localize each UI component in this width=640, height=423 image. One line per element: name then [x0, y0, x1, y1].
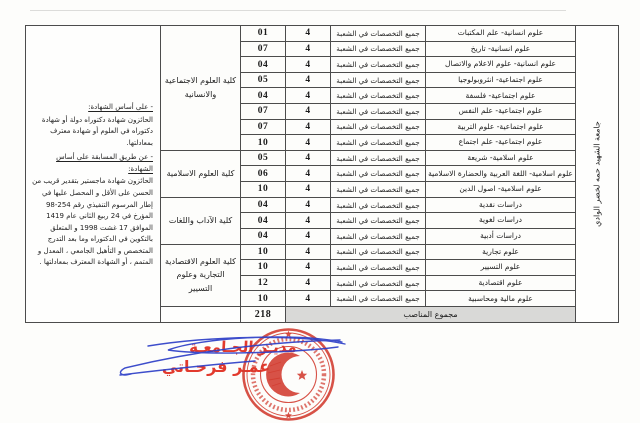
conditions-body: الحائزون شهادة دكتوراه دولة أو شهادة دكت… [41, 115, 153, 147]
positions-count-cell: 07 [240, 103, 286, 120]
capacity-cell: 4 [285, 290, 331, 307]
department-cell: علوم اسلامية- اصول الدين [425, 181, 576, 198]
department-cell: علوم اجتماعية- علم اجتماع [425, 134, 576, 151]
capacity-cell: 4 [285, 87, 331, 105]
positions-count-cell: 10 [240, 259, 286, 276]
faculty-cell: كلية العلوم الاسلامية [160, 149, 241, 198]
department-cell: علوم مالية ومحاسبية [425, 290, 576, 307]
conditions-heading: - على أساس الشهادة: [88, 103, 153, 112]
positions-count-cell: 01 [240, 25, 286, 42]
capacity-cell: 4 [285, 165, 331, 183]
positions-count-cell: 04 [240, 87, 286, 105]
all-specialties-cell: جميع التخصصات في الشعبة [330, 274, 426, 292]
department-cell: دراسات أدبية [425, 227, 576, 245]
all-specialties-cell: جميع التخصصات في الشعبة [330, 212, 426, 229]
department-cell: دراسات نقدية [425, 196, 576, 214]
capacity-cell: 4 [285, 212, 331, 229]
capacity-cell: 4 [285, 71, 331, 89]
all-specialties-cell: جميع التخصصات في الشعبة [330, 290, 426, 307]
department-cell: علوم اجتماعية- انثروبولوجيا [425, 71, 576, 89]
all-specialties-cell: جميع التخصصات في الشعبة [330, 165, 426, 183]
capacity-cell: 4 [285, 259, 331, 276]
seal-bottom-star-icon [285, 411, 292, 419]
all-specialties-cell: جميع التخصصات في الشعبة [330, 103, 426, 120]
positions-count-cell: 05 [240, 149, 286, 167]
capacity-cell: 4 [285, 149, 331, 167]
seal-outer-ring [242, 328, 335, 421]
seal-inner-ring [259, 345, 318, 404]
department-cell: علوم التسيير [425, 259, 576, 276]
scan-artifact-line [30, 10, 566, 11]
capacity-cell: 4 [285, 274, 331, 292]
positions-count-cell: 06 [240, 165, 286, 183]
recruitment-positions-table: جامعة الشهيد حمه لخضر الوادي علوم انسانية… [25, 25, 619, 323]
positions-count-cell: 10 [240, 243, 286, 261]
capacity-cell: 4 [285, 196, 331, 214]
sun-rays-icon [267, 361, 282, 387]
university-vertical-label: جامعة الشهيد حمه لخضر الوادي [592, 121, 602, 227]
department-cell: علوم اجتماعية- علوم التربية [425, 118, 576, 136]
all-specialties-cell: جميع التخصصات في الشعبة [330, 196, 426, 214]
capacity-cell: 4 [285, 243, 331, 261]
department-cell: علوم اجتماعية- فلسفة [425, 87, 576, 105]
faculty-cell: كلية الآداب واللغات [160, 196, 241, 245]
all-specialties-cell: جميع التخصصات في الشعبة [330, 40, 426, 58]
all-specialties-cell: جميع التخصصات في الشعبة [330, 118, 426, 136]
total-value-cell: 218 [240, 306, 286, 323]
department-cell: علوم انسانية- علوم الاعلام والاتصال [425, 56, 576, 73]
department-cell: دراسات لغوية [425, 212, 576, 229]
university-name-cell: جامعة الشهيد حمه لخضر الوادي [575, 25, 619, 323]
conditions-cell: - على أساس الشهادة: الحائزون شهادة دكتورا… [25, 25, 161, 323]
positions-count-cell: 04 [240, 56, 286, 73]
conditions-body: الحائزون شهادة ماجستير بتقدير قريب من ال… [32, 177, 153, 267]
star-icon [296, 370, 308, 380]
faculty-cell: كلية العلوم الاجتماعية والانسانية [160, 25, 241, 151]
all-specialties-cell: جميع التخصصات في الشعبة [330, 134, 426, 151]
all-specialties-cell: جميع التخصصات في الشعبة [330, 181, 426, 198]
conditions-heading: - عن طريق المسابقة على أساس الشهادة: [56, 153, 153, 173]
positions-count-cell: 04 [240, 212, 286, 229]
positions-count-cell: 05 [240, 71, 286, 89]
capacity-cell: 4 [285, 227, 331, 245]
faculty-cell: كلية العلوم الاقتصادية التجارية وعلوم ال… [160, 243, 241, 308]
department-cell: علوم اجتماعية- علم النفس [425, 103, 576, 120]
total-label-cell: مجموع المناصب [285, 306, 576, 323]
department-cell: علوم تجارية [425, 243, 576, 261]
all-specialties-cell: جميع التخصصات في الشعبة [330, 259, 426, 276]
capacity-cell: 4 [285, 181, 331, 198]
all-specialties-cell: جميع التخصصات في الشعبة [330, 25, 426, 42]
seal-top-star-icon [285, 330, 292, 338]
positions-count-cell: 04 [240, 227, 286, 245]
positions-count-cell: 10 [240, 181, 286, 198]
all-specialties-cell: جميع التخصصات في الشعبة [330, 56, 426, 73]
all-specialties-cell: جميع التخصصات في الشعبة [330, 71, 426, 89]
capacity-cell: 4 [285, 103, 331, 120]
all-specialties-cell: جميع التخصصات في الشعبة [330, 87, 426, 105]
department-cell: علوم انسانية- تاريخ [425, 40, 576, 58]
official-round-seal [242, 328, 335, 421]
positions-count-cell: 07 [240, 118, 286, 136]
all-specialties-cell: جميع التخصصات في الشعبة [330, 227, 426, 245]
total-empty-faculty-cell [160, 306, 241, 323]
positions-count-cell: 07 [240, 40, 286, 58]
capacity-cell: 4 [285, 56, 331, 73]
signature-ink-strokes [119, 336, 346, 376]
positions-table-wrapper: جامعة الشهيد حمه لخضر الوادي علوم انسانية… [25, 25, 619, 323]
capacity-cell: 4 [285, 40, 331, 58]
capacity-cell: 4 [285, 25, 331, 42]
department-cell: علوم اقتصادية [425, 274, 576, 292]
department-cell: علوم اسلامية- اللغة العربية والحضارة الا… [425, 165, 576, 183]
positions-count-cell: 10 [240, 290, 286, 307]
department-cell: علوم انسانية- علم المكتبات [425, 25, 576, 42]
all-specialties-cell: جميع التخصصات في الشعبة [330, 149, 426, 167]
capacity-cell: 4 [285, 118, 331, 136]
seal-text-ring [250, 336, 327, 413]
positions-count-cell: 12 [240, 274, 286, 292]
all-specialties-cell: جميع التخصصات في الشعبة [330, 243, 426, 261]
positions-count-cell: 04 [240, 196, 286, 214]
positions-count-cell: 10 [240, 134, 286, 151]
department-cell: علوم اسلامية- شريعة [425, 149, 576, 167]
capacity-cell: 4 [285, 134, 331, 151]
